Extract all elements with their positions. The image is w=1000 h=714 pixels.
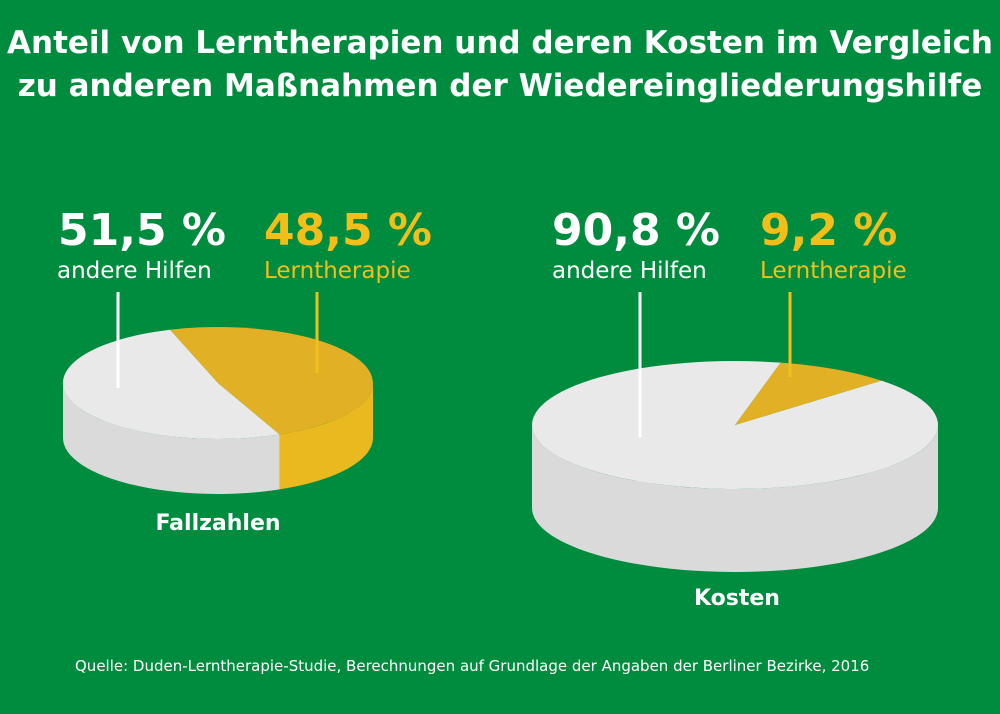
pie1-value-therapy: 48,5 % bbox=[264, 205, 432, 256]
pie1-label-therapy: Lerntherapie bbox=[264, 258, 411, 284]
pie1-slice-therapy bbox=[170, 327, 373, 435]
chart-title-line-2: zu anderen Maßnahmen der Wiedereingliede… bbox=[17, 68, 983, 104]
source-note: Quelle: Duden-Lerntherapie-Studie, Berec… bbox=[75, 657, 870, 675]
pie1-value-other: 51,5 % bbox=[58, 205, 226, 256]
pie1-caption: Fallzahlen bbox=[155, 511, 280, 536]
pie2-value-other: 90,8 % bbox=[552, 205, 720, 256]
chart-title: Anteil von Lerntherapien und deren Koste… bbox=[0, 22, 1000, 108]
pie1-side-other bbox=[63, 383, 280, 494]
pie-chart-kosten: 90,8 % andere Hilfen 9,2 % Lerntherapie … bbox=[531, 205, 938, 611]
pie2-side-other bbox=[532, 425, 938, 572]
pie2-value-therapy: 9,2 % bbox=[760, 205, 897, 256]
pie2-slice-therapy bbox=[735, 362, 882, 425]
pie2-label-other: andere Hilfen bbox=[552, 258, 707, 284]
pie1-label-other: andere Hilfen bbox=[57, 258, 212, 284]
pie-chart-fallzahlen: 51,5 % andere Hilfen 48,5 % Lerntherapie… bbox=[57, 205, 432, 536]
chart-title-line-1: Anteil von Lerntherapien und deren Koste… bbox=[7, 25, 993, 61]
pie2-label-therapy: Lerntherapie bbox=[760, 258, 907, 284]
pie1-side-therapy bbox=[279, 383, 373, 490]
pie2-caption: Kosten bbox=[694, 586, 780, 611]
pie2-slice-other bbox=[531, 360, 938, 489]
